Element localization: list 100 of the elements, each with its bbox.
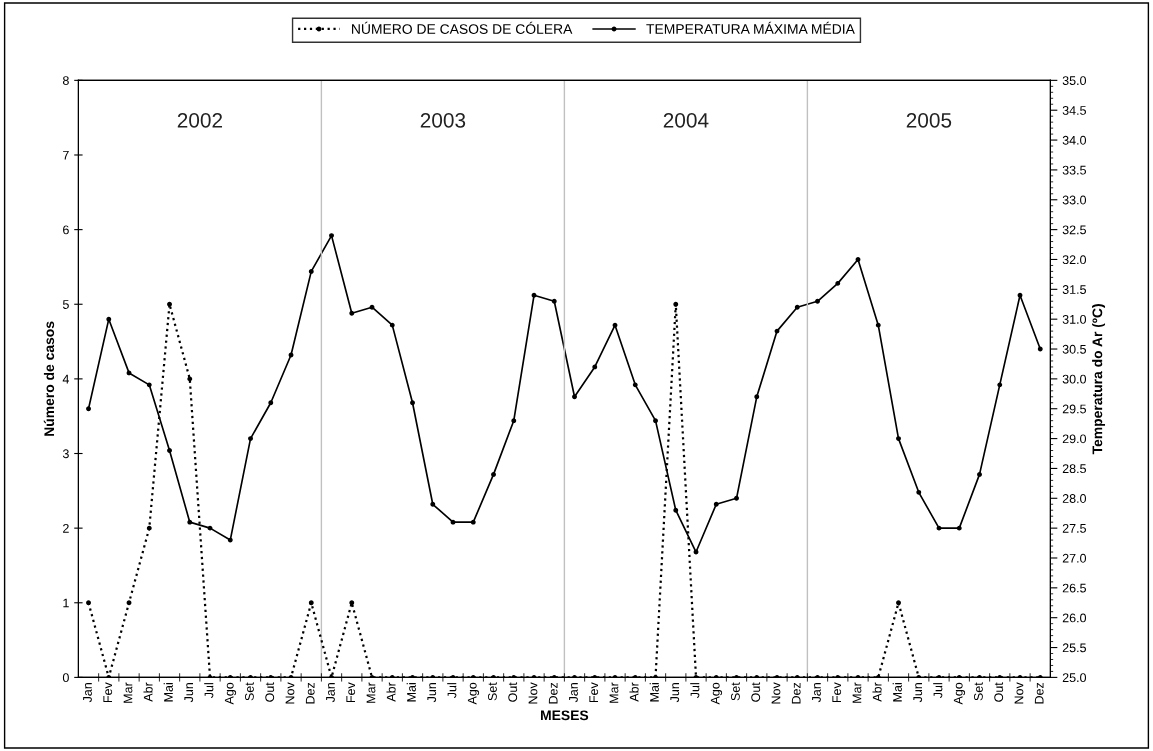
- x-tick-label: Ago: [710, 682, 723, 705]
- point: [288, 352, 294, 358]
- x-tick-label: Nov: [1014, 682, 1024, 704]
- point: [896, 436, 901, 442]
- x-tick-label: Fev: [832, 682, 842, 703]
- x-tick-label: Mar: [609, 682, 619, 703]
- x-tick-label: Dez: [548, 682, 558, 704]
- x-tick-label: Jan: [83, 683, 92, 703]
- point: [167, 301, 172, 307]
- point: [86, 406, 91, 412]
- x-tick-label: Nov: [528, 682, 538, 704]
- annotation: 2005: [906, 112, 952, 128]
- y-tick-label: 8: [62, 76, 69, 86]
- y-tick-label: 1: [63, 598, 69, 608]
- x-tick-label: Jun: [913, 683, 923, 703]
- y2-tick-label: 29.5: [1062, 404, 1086, 414]
- x-tick-label: Abr: [143, 682, 153, 702]
- y-tick-label: 7: [63, 150, 69, 160]
- point: [653, 418, 658, 424]
- point: [551, 298, 557, 304]
- point: [268, 400, 274, 406]
- x-tick-label: Jul: [204, 683, 214, 699]
- x-tick-label: Fev: [589, 682, 599, 703]
- point: [673, 507, 679, 513]
- x-tick-label: Out: [265, 682, 275, 702]
- y2-tick-label: 26.5: [1062, 583, 1086, 593]
- x-tick-label: Set: [974, 682, 983, 701]
- x-tick-label: Jul: [933, 683, 943, 699]
- point: [227, 537, 233, 543]
- y2-tick-label: 32.5: [1062, 225, 1086, 235]
- y2-tick-label: 25.5: [1062, 643, 1086, 653]
- annotation: 2004: [663, 112, 709, 128]
- x-tick-label: Jan: [326, 683, 335, 703]
- point: [146, 525, 152, 531]
- point: [693, 549, 699, 555]
- y-tick-label: 4: [62, 374, 70, 384]
- x-tick-label: Set: [488, 682, 497, 701]
- x-tick-label: Ago: [224, 682, 237, 705]
- y-tick-label: 0: [62, 673, 69, 683]
- point: [592, 364, 598, 370]
- legend-label: TEMPERATURA MÁXIMA MÉDIA: [646, 21, 855, 34]
- point: [308, 268, 314, 274]
- x-tick-label: Jan: [569, 683, 578, 703]
- y2-axis-title: Temperatura do Ar (ºC): [1092, 304, 1106, 455]
- point: [855, 257, 861, 262]
- y2-tick-label: 34.5: [1062, 106, 1086, 115]
- point: [794, 304, 800, 310]
- y2-tick-label: 31.0: [1062, 314, 1087, 324]
- point: [713, 501, 719, 507]
- y2-tick-label: 35.0: [1062, 76, 1087, 86]
- y-tick-label: 2: [63, 523, 69, 533]
- point: [936, 525, 942, 531]
- x-tick-label: Abr: [386, 682, 396, 702]
- point: [1017, 292, 1023, 298]
- y2-tick-label: 32.0: [1062, 255, 1087, 265]
- annotation: 2002: [177, 112, 223, 128]
- point: [896, 600, 901, 606]
- y2-tick-label: 25.0: [1062, 673, 1087, 683]
- point: [572, 394, 577, 400]
- y2-tick-label: 27.5: [1062, 523, 1086, 533]
- point: [632, 382, 638, 388]
- x-tick-label: Mar: [366, 682, 376, 703]
- y2-tick-label: 28.5: [1062, 464, 1086, 474]
- y2-tick-label: 30.0: [1062, 374, 1087, 384]
- y-tick-label: 5: [62, 300, 69, 309]
- point: [977, 471, 982, 477]
- x-tick-label: Mai: [163, 683, 173, 702]
- x-tick-label: Ago: [467, 682, 480, 705]
- point: [815, 298, 820, 304]
- x-tick-label: Mar: [852, 682, 862, 703]
- x-tick-label: Abr: [872, 682, 882, 702]
- y2-tick-label: 29.0: [1062, 434, 1087, 444]
- y2-tick-label: 33.0: [1062, 195, 1087, 205]
- point: [612, 322, 618, 328]
- point: [916, 489, 922, 495]
- x-axis-title: MESES: [541, 710, 589, 721]
- x-tick-label: Jun: [184, 683, 194, 703]
- point: [835, 280, 841, 286]
- point: [248, 436, 253, 442]
- x-tick-label: Dez: [1034, 682, 1044, 704]
- x-tick-label: Jul: [447, 683, 457, 699]
- x-tick-label: Mai: [406, 683, 416, 702]
- point: [126, 370, 132, 376]
- x-tick-label: Set: [731, 682, 740, 701]
- x-tick-label: Out: [508, 682, 518, 702]
- point: [430, 501, 436, 507]
- x-tick-label: Abr: [629, 682, 639, 702]
- y-axis-title: Número de casos: [43, 321, 55, 436]
- point: [349, 310, 355, 316]
- x-tick-label: Fev: [346, 682, 356, 703]
- point: [410, 400, 415, 406]
- point: [774, 328, 780, 334]
- annotation: 2003: [420, 112, 466, 128]
- point: [389, 322, 395, 328]
- y2-tick-label: 33.5: [1062, 165, 1086, 175]
- x-tick-label: Dez: [791, 682, 801, 704]
- point: [349, 600, 355, 606]
- point: [450, 519, 456, 525]
- point: [106, 316, 112, 322]
- y2-tick-label: 34.0: [1062, 135, 1087, 145]
